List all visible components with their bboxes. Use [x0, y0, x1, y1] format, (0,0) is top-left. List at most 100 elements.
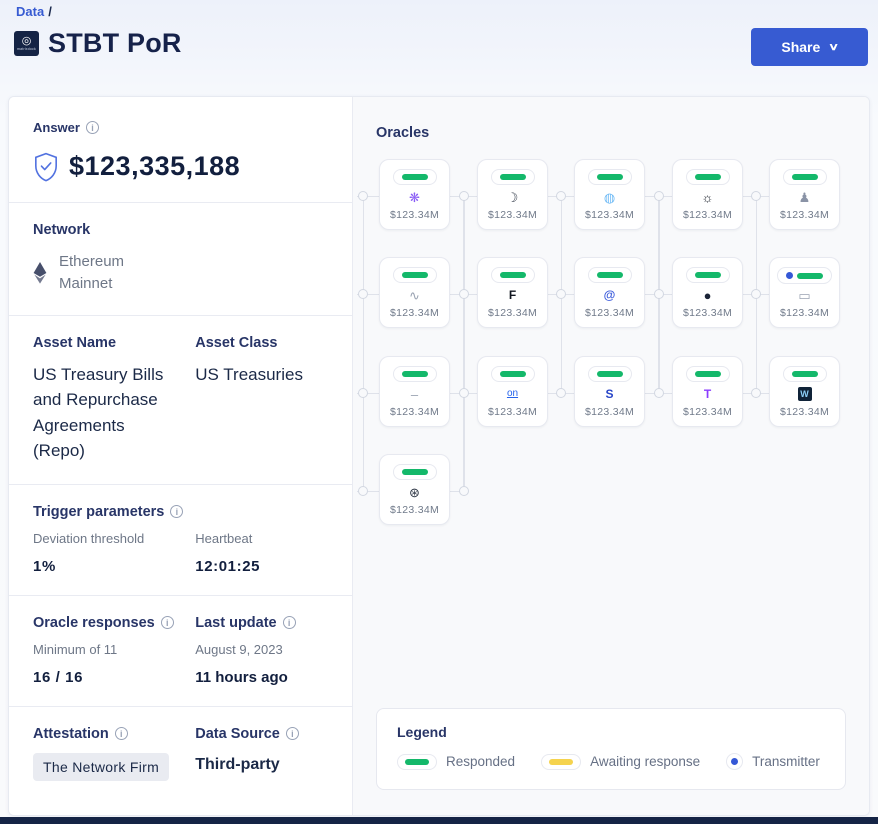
- responses-section: Oracle responses Minimum of 11 16 / 16 L…: [9, 596, 352, 707]
- connector-node: [556, 289, 566, 299]
- legend: Legend Responded Awaiting response Trans…: [376, 708, 846, 790]
- feed-logo: ◎ matrixdock: [14, 31, 39, 56]
- connector-node: [358, 289, 368, 299]
- connector-node: [556, 191, 566, 201]
- oracle-card[interactable]: ❋ $123.34M: [379, 159, 450, 230]
- oracle-card[interactable]: T $123.34M: [672, 356, 743, 427]
- page-title: STBT PoR: [48, 28, 182, 58]
- status-bar: [694, 371, 721, 377]
- status-pill-responded: [490, 267, 535, 283]
- oracle-value: $123.34M: [487, 307, 538, 319]
- answer-label: Answer: [33, 120, 99, 135]
- status-pill-responded: [685, 366, 730, 382]
- status-pill-responded: [587, 169, 632, 185]
- info-icon[interactable]: [285, 727, 299, 740]
- oracle-operator-icon: ⊛: [409, 484, 420, 500]
- awaiting-pill-icon: [541, 753, 582, 770]
- share-button[interactable]: Share ∨: [751, 28, 868, 66]
- oracle-card[interactable]: ▭ $123.34M: [769, 257, 840, 328]
- oracle-card[interactable]: – $123.34M: [379, 356, 450, 427]
- status-pill-responded: [587, 267, 632, 283]
- oracle-value: $123.34M: [682, 406, 733, 418]
- connector-node: [358, 388, 368, 398]
- feed-logo-label: matrixdock: [17, 46, 36, 51]
- status-bar: [499, 174, 526, 180]
- info-icon[interactable]: [170, 505, 184, 518]
- trigger-label: Trigger parameters: [33, 504, 184, 520]
- network-label: Network: [33, 222, 91, 238]
- status-bar: [499, 371, 526, 377]
- oracle-operator-icon: ●: [703, 287, 712, 303]
- oracle-operator-icon: ❋: [409, 189, 420, 205]
- oracle-card[interactable]: on $123.34M: [477, 356, 548, 427]
- status-bar: [401, 371, 428, 377]
- oracle-value: $123.34M: [487, 209, 538, 221]
- oracle-operator-icon: ▭: [798, 288, 811, 303]
- status-pill-responded: [392, 366, 437, 382]
- oracle-card[interactable]: ◍ $123.34M: [574, 159, 645, 230]
- oracle-card[interactable]: ⊛ $123.34M: [379, 454, 450, 525]
- breadcrumb-data-link[interactable]: Data: [16, 4, 45, 19]
- oracle-card[interactable]: @ $123.34M: [574, 257, 645, 328]
- oracle-operator-icon: –: [410, 386, 419, 402]
- oracle-card[interactable]: F $123.34M: [477, 257, 548, 328]
- info-icon[interactable]: [114, 727, 128, 740]
- oracle-responses-value: 16 / 16: [33, 668, 84, 686]
- page-header: Data / ◎ matrixdock STBT PoR Share ∨: [0, 0, 878, 96]
- oracle-value: $123.34M: [584, 209, 635, 221]
- oracle-operator-icon: ♟: [798, 189, 811, 205]
- feed-info-panel: Answer $123,335,188 Network Ethereum Mai…: [9, 97, 353, 815]
- feed-logo-icon: ◎: [21, 34, 32, 47]
- oracle-operator-icon: T: [703, 387, 712, 401]
- status-bar: [694, 174, 721, 180]
- oracle-card[interactable]: ∿ $123.34M: [379, 257, 450, 328]
- asset-class-value: US Treasuries: [195, 364, 303, 384]
- legend-item-responded: Responded: [397, 753, 515, 770]
- connector-node: [751, 191, 761, 201]
- oracle-card[interactable]: W $123.34M: [769, 356, 840, 427]
- breadcrumb: Data /: [16, 4, 52, 19]
- connector-node: [458, 486, 469, 496]
- info-icon[interactable]: [85, 121, 99, 134]
- status-pill-responded: [392, 169, 437, 185]
- status-pill-responded: [587, 366, 632, 382]
- legend-title: Legend: [397, 724, 447, 740]
- transmitter-dot-icon: [726, 753, 744, 770]
- oracle-card[interactable]: S $123.34M: [574, 356, 645, 427]
- connector-node: [458, 388, 469, 398]
- status-bar: [791, 371, 818, 377]
- info-icon[interactable]: [282, 616, 296, 629]
- connector-node: [458, 289, 469, 299]
- oracle-card[interactable]: ☽ $123.34M: [477, 159, 548, 230]
- status-bar: [694, 272, 721, 278]
- status-bar: [401, 272, 428, 278]
- connector-line: [357, 392, 379, 394]
- status-bar: [797, 272, 823, 279]
- heartbeat-label: Heartbeat: [195, 530, 253, 546]
- oracle-card[interactable]: ☼ $123.34M: [672, 159, 743, 230]
- oracle-card[interactable]: ♟ $123.34M: [769, 159, 840, 230]
- oracle-responses-label: Oracle responses: [33, 615, 174, 631]
- oracle-card[interactable]: ● $123.34M: [672, 257, 743, 328]
- status-bar: [401, 469, 428, 475]
- oracle-operator-icon: S: [605, 387, 614, 401]
- asset-name-label: Asset Name: [33, 334, 117, 351]
- legend-item-transmitter: Transmitter: [726, 753, 820, 770]
- connector-node: [458, 191, 469, 201]
- feed-detail-card: Answer $123,335,188 Network Ethereum Mai…: [8, 96, 870, 816]
- oracle-value: $123.34M: [779, 307, 830, 319]
- asset-name-value: US Treasury Bills and Repurchase Agreeme…: [33, 364, 164, 461]
- connector-line: [357, 293, 379, 295]
- connector-node: [751, 289, 761, 299]
- footer-strip: [0, 817, 878, 824]
- asset-class-label: Asset Class: [195, 334, 278, 351]
- chevron-down-icon: ∨: [828, 41, 840, 53]
- info-icon[interactable]: [160, 616, 174, 629]
- transmitter-dot: [786, 272, 793, 279]
- oracle-value: $123.34M: [779, 209, 830, 221]
- oracle-value: $123.34M: [682, 209, 733, 221]
- connector-node: [751, 388, 761, 398]
- data-source-label: Data Source: [195, 726, 299, 742]
- oracles-title: Oracles: [376, 125, 430, 141]
- attestation-badge: The Network Firm: [33, 752, 170, 781]
